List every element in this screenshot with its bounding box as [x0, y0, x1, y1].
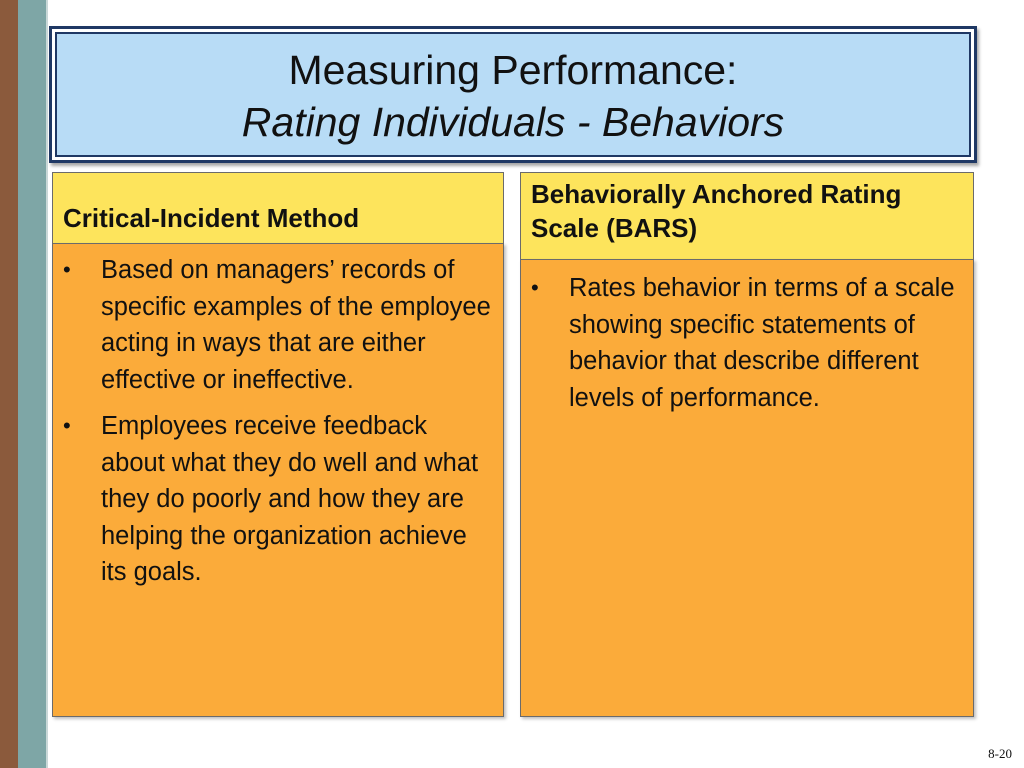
- bars-header-line2: Scale (BARS): [531, 213, 698, 243]
- bullet-item: • Based on managers’ records of specific…: [53, 252, 503, 398]
- bullet-text: Employees receive feedback about what th…: [101, 412, 479, 586]
- slide-title-inner: Measuring Performance: Rating Individual…: [55, 32, 971, 157]
- critical-incident-body: • Based on managers’ records of specific…: [52, 243, 504, 717]
- bullet-text: Based on managers’ records of specific e…: [101, 256, 491, 394]
- slide-title: Measuring Performance:: [288, 47, 738, 93]
- bullet-text: Rates behavior in terms of a scale showi…: [569, 274, 955, 412]
- bars-body: • Rates behavior in terms of a scale sho…: [520, 259, 974, 717]
- decorative-stripe-brown: [0, 0, 18, 768]
- bullet-item: • Rates behavior in terms of a scale sho…: [521, 270, 973, 416]
- decorative-stripe-teal: [18, 0, 46, 768]
- decorative-stripe-divider: [46, 0, 48, 768]
- slide-number: 8-20: [988, 746, 1012, 761]
- bullet-item: • Employees receive feedback about what …: [53, 408, 503, 591]
- slide-subtitle: Rating Individuals - Behaviors: [241, 99, 785, 145]
- critical-incident-header: Critical-Incident Method: [52, 172, 504, 244]
- bullet-dot-icon: •: [63, 257, 71, 282]
- critical-incident-header-label: Critical-Incident Method: [63, 203, 360, 233]
- bars-bullet-list: • Rates behavior in terms of a scale sho…: [521, 260, 973, 416]
- bars-header-line1: Behaviorally Anchored Rating: [531, 179, 902, 209]
- slide-title-box: Measuring Performance: Rating Individual…: [49, 26, 977, 163]
- bars-header: Behaviorally Anchored Rating Scale (BARS…: [520, 172, 974, 260]
- critical-incident-bullet-list: • Based on managers’ records of specific…: [53, 244, 503, 591]
- bullet-dot-icon: •: [63, 413, 71, 438]
- bullet-dot-icon: •: [531, 275, 539, 300]
